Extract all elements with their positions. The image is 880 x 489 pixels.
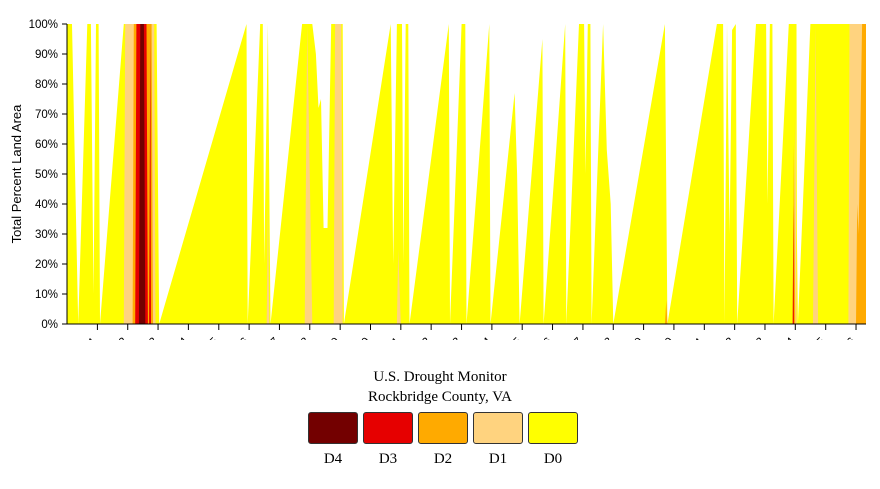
x-tick-label: 2025 [801, 336, 828, 340]
legend-item-d1: D1 [473, 412, 523, 468]
y-tick-label: 50% [35, 169, 58, 181]
legend-swatch-d0 [528, 412, 578, 444]
x-tick-label: 2004 [164, 335, 191, 340]
legend: D4 D3 D2 D1 D0 [308, 412, 578, 468]
y-tick-label: 100% [29, 19, 58, 31]
y-tick-label: 10% [35, 289, 58, 301]
x-tick-label: 2023 [741, 336, 768, 340]
legend-item-d0: D0 [528, 412, 578, 468]
legend-swatch-d2 [418, 412, 468, 444]
x-tick-label: 2011 [377, 336, 403, 340]
legend-item-d3: D3 [363, 412, 413, 468]
legend-label-d1: D1 [488, 451, 508, 467]
x-tick-label: 2014 [467, 335, 494, 340]
y-tick-label: 20% [35, 259, 58, 271]
series-area-d0 [67, 24, 866, 324]
x-tick-label: 2003 [134, 336, 161, 340]
legend-swatch-d1 [473, 412, 523, 444]
x-tick-label: 2001 [73, 336, 100, 340]
legend-item-d2: D2 [418, 412, 468, 468]
x-tick-label: 2013 [437, 336, 464, 340]
y-tick-label: 30% [35, 229, 58, 241]
x-tick-label: 2006 [225, 336, 252, 340]
legend-swatch-d4 [308, 412, 358, 444]
y-axis-label: Total Percent Land Area [9, 104, 24, 244]
x-tick-label: 2002 [103, 336, 130, 340]
plot-areas [67, 24, 866, 324]
x-tick-label: 2012 [407, 336, 434, 340]
legend-item-d4: D4 [308, 412, 358, 468]
x-tick-label: 2022 [710, 336, 737, 340]
x-tick-label: 2016 [528, 336, 555, 340]
x-axis: 20012002 200320042005 200620072008 20092010… [67, 323, 866, 340]
legend-label-d0: D0 [543, 451, 563, 467]
y-tick-label: 60% [35, 139, 58, 151]
x-tick-label: 2018 [589, 336, 616, 340]
y-tick-label: 40% [35, 199, 58, 211]
drought-chart: 0%10%20%30%40%50%60%70%80%90%100% 200120… [9, 19, 866, 340]
x-tick-label: 2024 [771, 335, 798, 340]
x-tick-label: 2015 [498, 336, 525, 340]
y-tick-label: 90% [35, 49, 58, 61]
x-tick-label: 2017 [558, 336, 585, 340]
x-tick-label: 2026 [832, 336, 859, 340]
legend-label-d4: D4 [323, 451, 343, 467]
x-tick-label: 2008 [285, 336, 312, 340]
series-area-d3 [67, 24, 866, 324]
chart-title: U.S. Drought Monitor [373, 369, 507, 385]
y-tick-label: 80% [35, 79, 58, 91]
x-tick-label: 2019 [619, 336, 646, 340]
x-tick-label: 2005 [194, 336, 221, 340]
legend-label-d3: D3 [378, 451, 398, 467]
x-tick-label: 2020 [649, 336, 676, 340]
y-tick-label: 70% [35, 109, 58, 121]
legend-label-d2: D2 [433, 451, 453, 467]
y-tick-label: 0% [41, 319, 58, 331]
legend-swatch-d3 [363, 412, 413, 444]
x-tick-label: 2021 [680, 336, 707, 340]
x-tick-label: 2010 [346, 336, 373, 340]
x-tick-label: 2009 [316, 336, 343, 340]
chart-subtitle: Rockbridge County, VA [368, 389, 512, 405]
y-axis: 0% 10% 20% 30% 40% 50% 60% 70% 80% 90% 100% [29, 19, 68, 331]
x-tick-label: 2007 [255, 336, 282, 340]
